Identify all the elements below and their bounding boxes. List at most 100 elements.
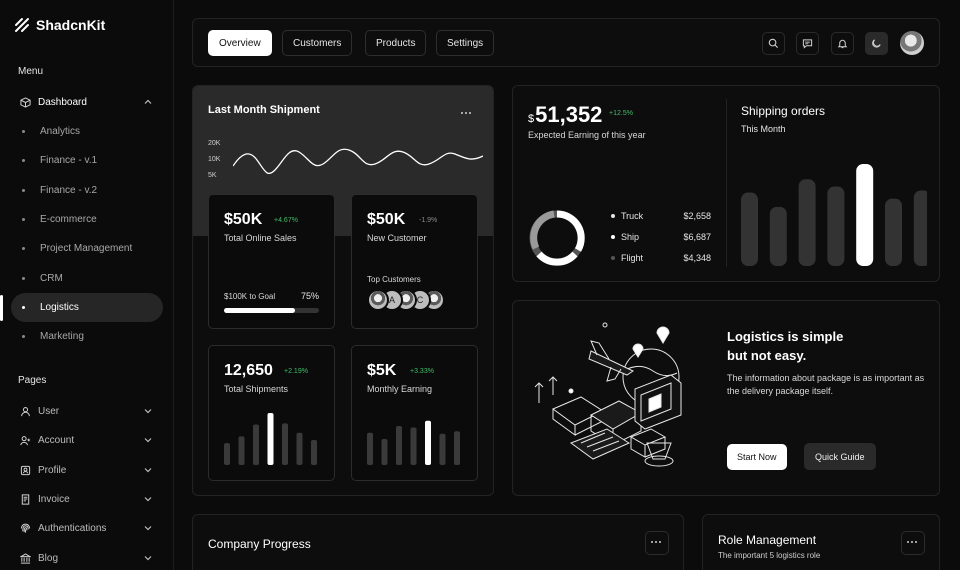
moon-icon: [872, 39, 881, 48]
monthly-earning-change: +3.33%: [410, 368, 434, 375]
brand-name: ShadcnKit: [36, 17, 106, 33]
tab-products[interactable]: Products: [365, 30, 427, 56]
bullet-icon: [22, 217, 25, 221]
bar: [253, 424, 259, 465]
sidebar-item-authentications[interactable]: Authentications: [11, 514, 163, 543]
bar: [410, 427, 417, 465]
bar: [741, 192, 758, 266]
sidebar-item-label: Profile: [38, 464, 67, 476]
legend-ship: Ship $6,687: [611, 231, 711, 243]
message-icon: [802, 39, 813, 49]
monthly-earning-card: $5K +3.33% Monthly Earning: [351, 345, 478, 481]
sidebar-item-label: Marketing: [40, 331, 84, 343]
bullet-icon: [22, 335, 25, 339]
bar: [454, 431, 460, 465]
brand[interactable]: ShadcnKit: [14, 17, 105, 33]
tab-settings[interactable]: Settings: [436, 30, 495, 56]
bell-icon: [837, 39, 848, 49]
sidebar-item-label: Authentications: [38, 523, 107, 535]
legend-name: Flight: [621, 253, 644, 263]
invoice-icon: [19, 493, 31, 505]
online-sales-label: Total Online Sales: [224, 233, 297, 243]
blog-icon: [19, 552, 31, 564]
bullet-icon: [22, 130, 25, 133]
divider: [726, 99, 727, 267]
sidebar-item-invoice[interactable]: Invoice: [11, 485, 163, 514]
goal-percent: 75%: [300, 291, 319, 301]
bullet-icon: [22, 247, 25, 251]
quick-guide-button[interactable]: Quick Guide: [804, 443, 876, 470]
bar: [439, 433, 446, 465]
company-progress-more-button[interactable]: [645, 531, 669, 555]
sidebar-item-marketing[interactable]: Marketing: [11, 322, 163, 351]
tab-customers[interactable]: Customers: [282, 30, 353, 56]
user-avatar[interactable]: [900, 31, 924, 55]
last-month-shipment-card: Last Month Shipment 20K 10K 5K $50K +4.6…: [192, 85, 494, 496]
sidebar-item-crm[interactable]: CRM: [11, 264, 163, 293]
legend-name: Ship: [621, 232, 640, 242]
menu-section-label: Menu: [18, 66, 44, 77]
sidebar-item-logistics[interactable]: Logistics: [11, 292, 163, 322]
bar: [267, 413, 274, 465]
chevron-down-icon: [144, 555, 152, 560]
user-icon: [19, 406, 31, 418]
sidebar-item-dashboard[interactable]: Dashboard: [11, 88, 163, 117]
total-shipments-value: 12,650: [224, 362, 273, 379]
goal-progress-bar: [224, 308, 319, 313]
shipping-orders-bars: [741, 164, 927, 266]
chevron-down-icon: [144, 526, 152, 531]
sidebar-item-user[interactable]: User: [11, 397, 163, 426]
bullet-icon: [22, 159, 25, 163]
monthly-earning-bars: [367, 420, 460, 465]
sidebar-item-label: Dashboard: [38, 97, 87, 108]
legend-dot: [611, 235, 615, 239]
logo-icon: [15, 18, 29, 32]
sidebar-item-account[interactable]: Account: [11, 426, 163, 455]
total-online-sales-card: $50K +4.67% Total Online Sales $100K to …: [208, 194, 335, 329]
profile-icon: [19, 464, 31, 476]
legend-truck: Truck $2,658: [611, 210, 711, 222]
sidebar-item-finance-v-1[interactable]: Finance - v.1: [11, 146, 163, 175]
top-bar: Overview Customers Products Settings: [192, 18, 940, 67]
bar: [798, 179, 816, 266]
monthly-earning-value: $5K: [367, 362, 397, 379]
shipping-orders-subtitle: This Month: [741, 124, 786, 134]
tab-overview[interactable]: Overview: [208, 30, 272, 56]
earning-label: Expected Earning of this year: [528, 130, 646, 140]
logistics-title-line1: Logistics is simple: [727, 329, 844, 344]
sidebar-item-profile[interactable]: Profile: [11, 456, 163, 485]
start-now-button[interactable]: Start Now: [727, 444, 787, 470]
more-options-icon[interactable]: [461, 112, 473, 116]
legend-value: $6,687: [683, 232, 711, 242]
logistics-description: The information about package is as impo…: [727, 373, 925, 396]
role-management-more-button[interactable]: [901, 531, 925, 555]
total-shipments-card: 12,650 +2.19% Total Shipments: [208, 345, 335, 481]
sidebar-item-project-management[interactable]: Project Management: [11, 234, 163, 263]
sidebar-item-finance-v-2[interactable]: Finance - v.2: [11, 176, 163, 205]
bar: [224, 443, 230, 465]
theme-toggle-button[interactable]: [865, 32, 888, 55]
search-button[interactable]: [762, 32, 785, 55]
earning-amount: 51,352: [535, 102, 603, 127]
logistics-promo-card: Logistics is simple but not easy. The in…: [512, 300, 940, 496]
sidebar-item-analytics[interactable]: Analytics: [11, 117, 163, 146]
customer-avatar[interactable]: [367, 289, 389, 311]
shipment-trend-line: [233, 148, 483, 175]
sidebar-item-blog[interactable]: Blog: [11, 544, 163, 570]
pages-section-label: Pages: [18, 375, 47, 386]
notifications-button[interactable]: [831, 32, 854, 55]
earnings-card: $ 51,352 +12.5% Expected Earning of this…: [512, 85, 940, 282]
sidebar-item-label: Finance - v.2: [40, 184, 98, 196]
sidebar-item-label: CRM: [40, 272, 63, 284]
new-customer-value: $50K: [367, 211, 406, 228]
monthly-earning-label: Monthly Earning: [367, 384, 433, 394]
total-shipments-label: Total Shipments: [224, 384, 289, 394]
account-icon: [19, 435, 31, 447]
messages-button[interactable]: [796, 32, 819, 55]
earning-change: +12.5%: [609, 110, 633, 117]
bar: [885, 198, 902, 266]
sidebar-item-e-commerce[interactable]: E-commerce: [11, 205, 163, 234]
bar: [769, 206, 787, 266]
sidebar-item-label: Invoice: [38, 493, 70, 505]
legend-name: Truck: [621, 211, 644, 221]
